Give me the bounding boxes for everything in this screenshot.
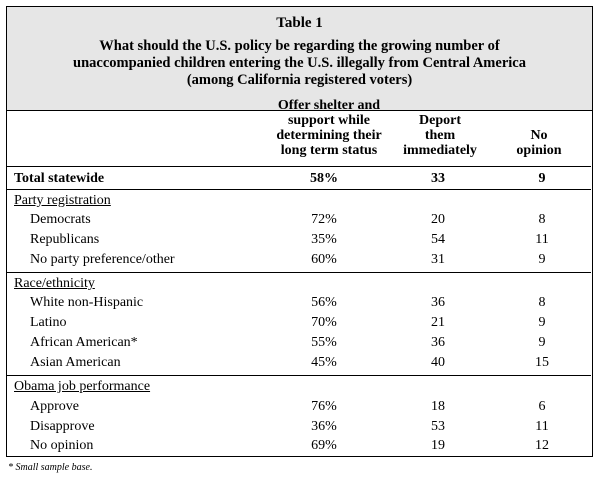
header-divider [6, 166, 591, 167]
table-row: White non-Hispanic 56% 36 8 [6, 293, 591, 313]
cell-no-opinion: 11 [535, 232, 549, 247]
cell-deport: 36 [431, 335, 445, 350]
table-header: Table 1 What should the U.S. policy be r… [7, 7, 592, 111]
column-header-line: No [530, 128, 548, 143]
table-frame: Table 1 What should the U.S. policy be r… [6, 6, 593, 457]
section-header-obama: Obama job performance [6, 377, 591, 397]
table-row: Asian American 45% 40 15 [6, 353, 591, 373]
column-header-line: long term status [280, 143, 378, 158]
cell-deport: 54 [431, 232, 445, 247]
question-line: (among California registered voters) [186, 72, 413, 88]
row-label: Asian American [30, 355, 121, 370]
cell-offer-shelter: 72% [311, 212, 337, 227]
table-title: Table 1 [276, 15, 323, 31]
column-header-line: them [424, 128, 456, 143]
question-line: unaccompanied children entering the U.S.… [73, 55, 526, 71]
column-header-line: determining their [276, 128, 382, 143]
cell-deport: 53 [431, 419, 445, 434]
table-row: Disapprove 36% 53 11 [6, 417, 591, 437]
row-label: Latino [30, 315, 67, 330]
cell-deport: 20 [431, 212, 445, 227]
cell-offer-shelter: 60% [311, 252, 337, 267]
question-line: What should the U.S. policy be regarding… [99, 38, 500, 54]
table-row: Democrats 72% 20 8 [6, 210, 591, 230]
section-divider [6, 189, 591, 190]
cell-no-opinion: 8 [538, 295, 546, 310]
row-label: White non-Hispanic [30, 295, 144, 310]
cell-deport: 18 [431, 399, 445, 414]
cell-no-opinion: 6 [538, 399, 546, 414]
table-row: No opinion 69% 19 12 [6, 436, 591, 456]
table-row: No party preference/other 60% 31 9 [6, 250, 591, 270]
row-label: No opinion [30, 438, 94, 453]
cell-offer-shelter: 70% [311, 315, 337, 330]
table-row: Approve 76% 18 6 [6, 397, 591, 417]
column-header-line: immediately [403, 143, 477, 158]
table-row: African American* 55% 36 9 [6, 333, 591, 353]
footnote: * Small sample base. [8, 462, 93, 473]
section-title: Party registration [14, 193, 111, 208]
cell-deport: 19 [431, 438, 445, 453]
row-label: Democrats [30, 212, 91, 227]
row-label: African American* [30, 335, 138, 350]
cell-no-opinion: 15 [535, 355, 549, 370]
section-divider [6, 375, 591, 376]
cell-deport: 33 [431, 171, 445, 186]
cell-offer-shelter: 36% [311, 419, 337, 434]
cell-offer-shelter: 69% [311, 438, 337, 453]
table-question: What should the U.S. policy be regarding… [7, 38, 592, 89]
table-row: Republicans 35% 54 11 [6, 230, 591, 250]
cell-deport: 21 [431, 315, 445, 330]
table-row: Latino 70% 21 9 [6, 313, 591, 333]
cell-no-opinion: 9 [538, 315, 546, 330]
section-divider [6, 272, 591, 273]
section-header-party: Party registration [6, 191, 591, 211]
column-header-offer-shelter: Offer shelter and support while determin… [259, 98, 399, 158]
cell-no-opinion: 9 [538, 335, 546, 350]
column-header-no-opinion: No opinion [503, 128, 575, 158]
cell-no-opinion: 8 [538, 212, 546, 227]
cell-deport: 40 [431, 355, 445, 370]
column-header-line: Deport [419, 113, 461, 128]
cell-deport: 36 [431, 295, 445, 310]
row-label: Approve [30, 399, 79, 414]
cell-offer-shelter: 55% [311, 335, 337, 350]
section-title: Race/ethnicity [14, 276, 95, 291]
cell-no-opinion: 9 [538, 171, 546, 186]
row-label: Republicans [30, 232, 100, 247]
cell-deport: 31 [431, 252, 445, 267]
section-header-race: Race/ethnicity [6, 274, 591, 294]
section-title: Obama job performance [14, 379, 151, 394]
column-header-deport: Deport them immediately [390, 113, 490, 158]
cell-offer-shelter: 58% [310, 171, 338, 186]
row-label: No party preference/other [30, 252, 175, 267]
column-header-line: support while [287, 113, 371, 128]
cell-offer-shelter: 56% [311, 295, 337, 310]
cell-no-opinion: 12 [535, 438, 549, 453]
cell-offer-shelter: 45% [311, 355, 337, 370]
column-header-line: Offer shelter and [277, 98, 381, 113]
cell-no-opinion: 11 [535, 419, 549, 434]
cell-offer-shelter: 35% [311, 232, 337, 247]
table-row-total: Total statewide 58% 33 9 [6, 169, 591, 189]
cell-offer-shelter: 76% [311, 399, 337, 414]
cell-no-opinion: 9 [538, 252, 546, 267]
column-header-line: opinion [516, 143, 562, 158]
row-label: Total statewide [14, 171, 105, 186]
row-label: Disapprove [30, 419, 95, 434]
